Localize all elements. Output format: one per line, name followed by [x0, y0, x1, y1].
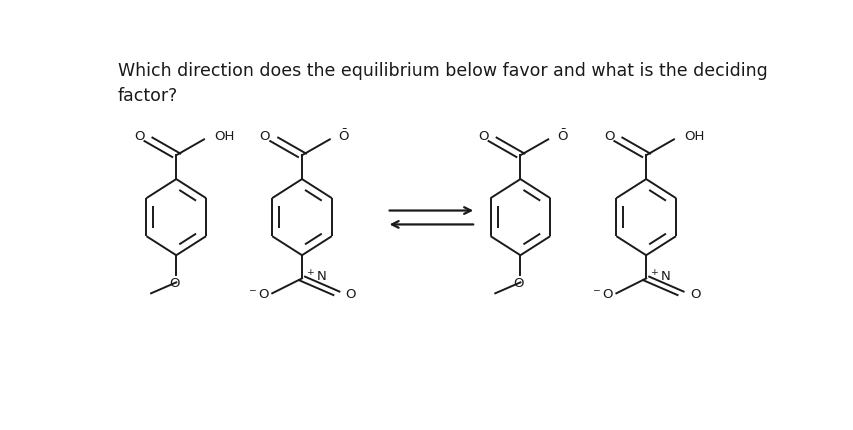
Text: O: O — [478, 129, 488, 142]
Text: O: O — [259, 129, 270, 142]
Text: $^+$N: $^+$N — [305, 270, 328, 285]
Text: Which direction does the equilibrium below favor and what is the deciding: Which direction does the equilibrium bel… — [118, 62, 767, 80]
Text: O: O — [345, 288, 356, 301]
Text: $^-$O: $^-$O — [247, 288, 270, 301]
Text: O: O — [513, 277, 523, 290]
Text: O: O — [134, 129, 144, 142]
Text: factor?: factor? — [118, 87, 177, 105]
Text: $\mathregular{\bar{O}}$: $\mathregular{\bar{O}}$ — [556, 128, 568, 144]
Text: OH: OH — [684, 129, 704, 142]
Text: OH: OH — [214, 129, 235, 142]
Text: $^-$O: $^-$O — [590, 288, 614, 301]
Text: $\mathregular{\bar{O}}$: $\mathregular{\bar{O}}$ — [338, 128, 350, 144]
Text: O: O — [603, 129, 613, 142]
Text: O: O — [689, 288, 699, 301]
Text: O: O — [169, 277, 179, 290]
Text: $^+$N: $^+$N — [648, 270, 671, 285]
